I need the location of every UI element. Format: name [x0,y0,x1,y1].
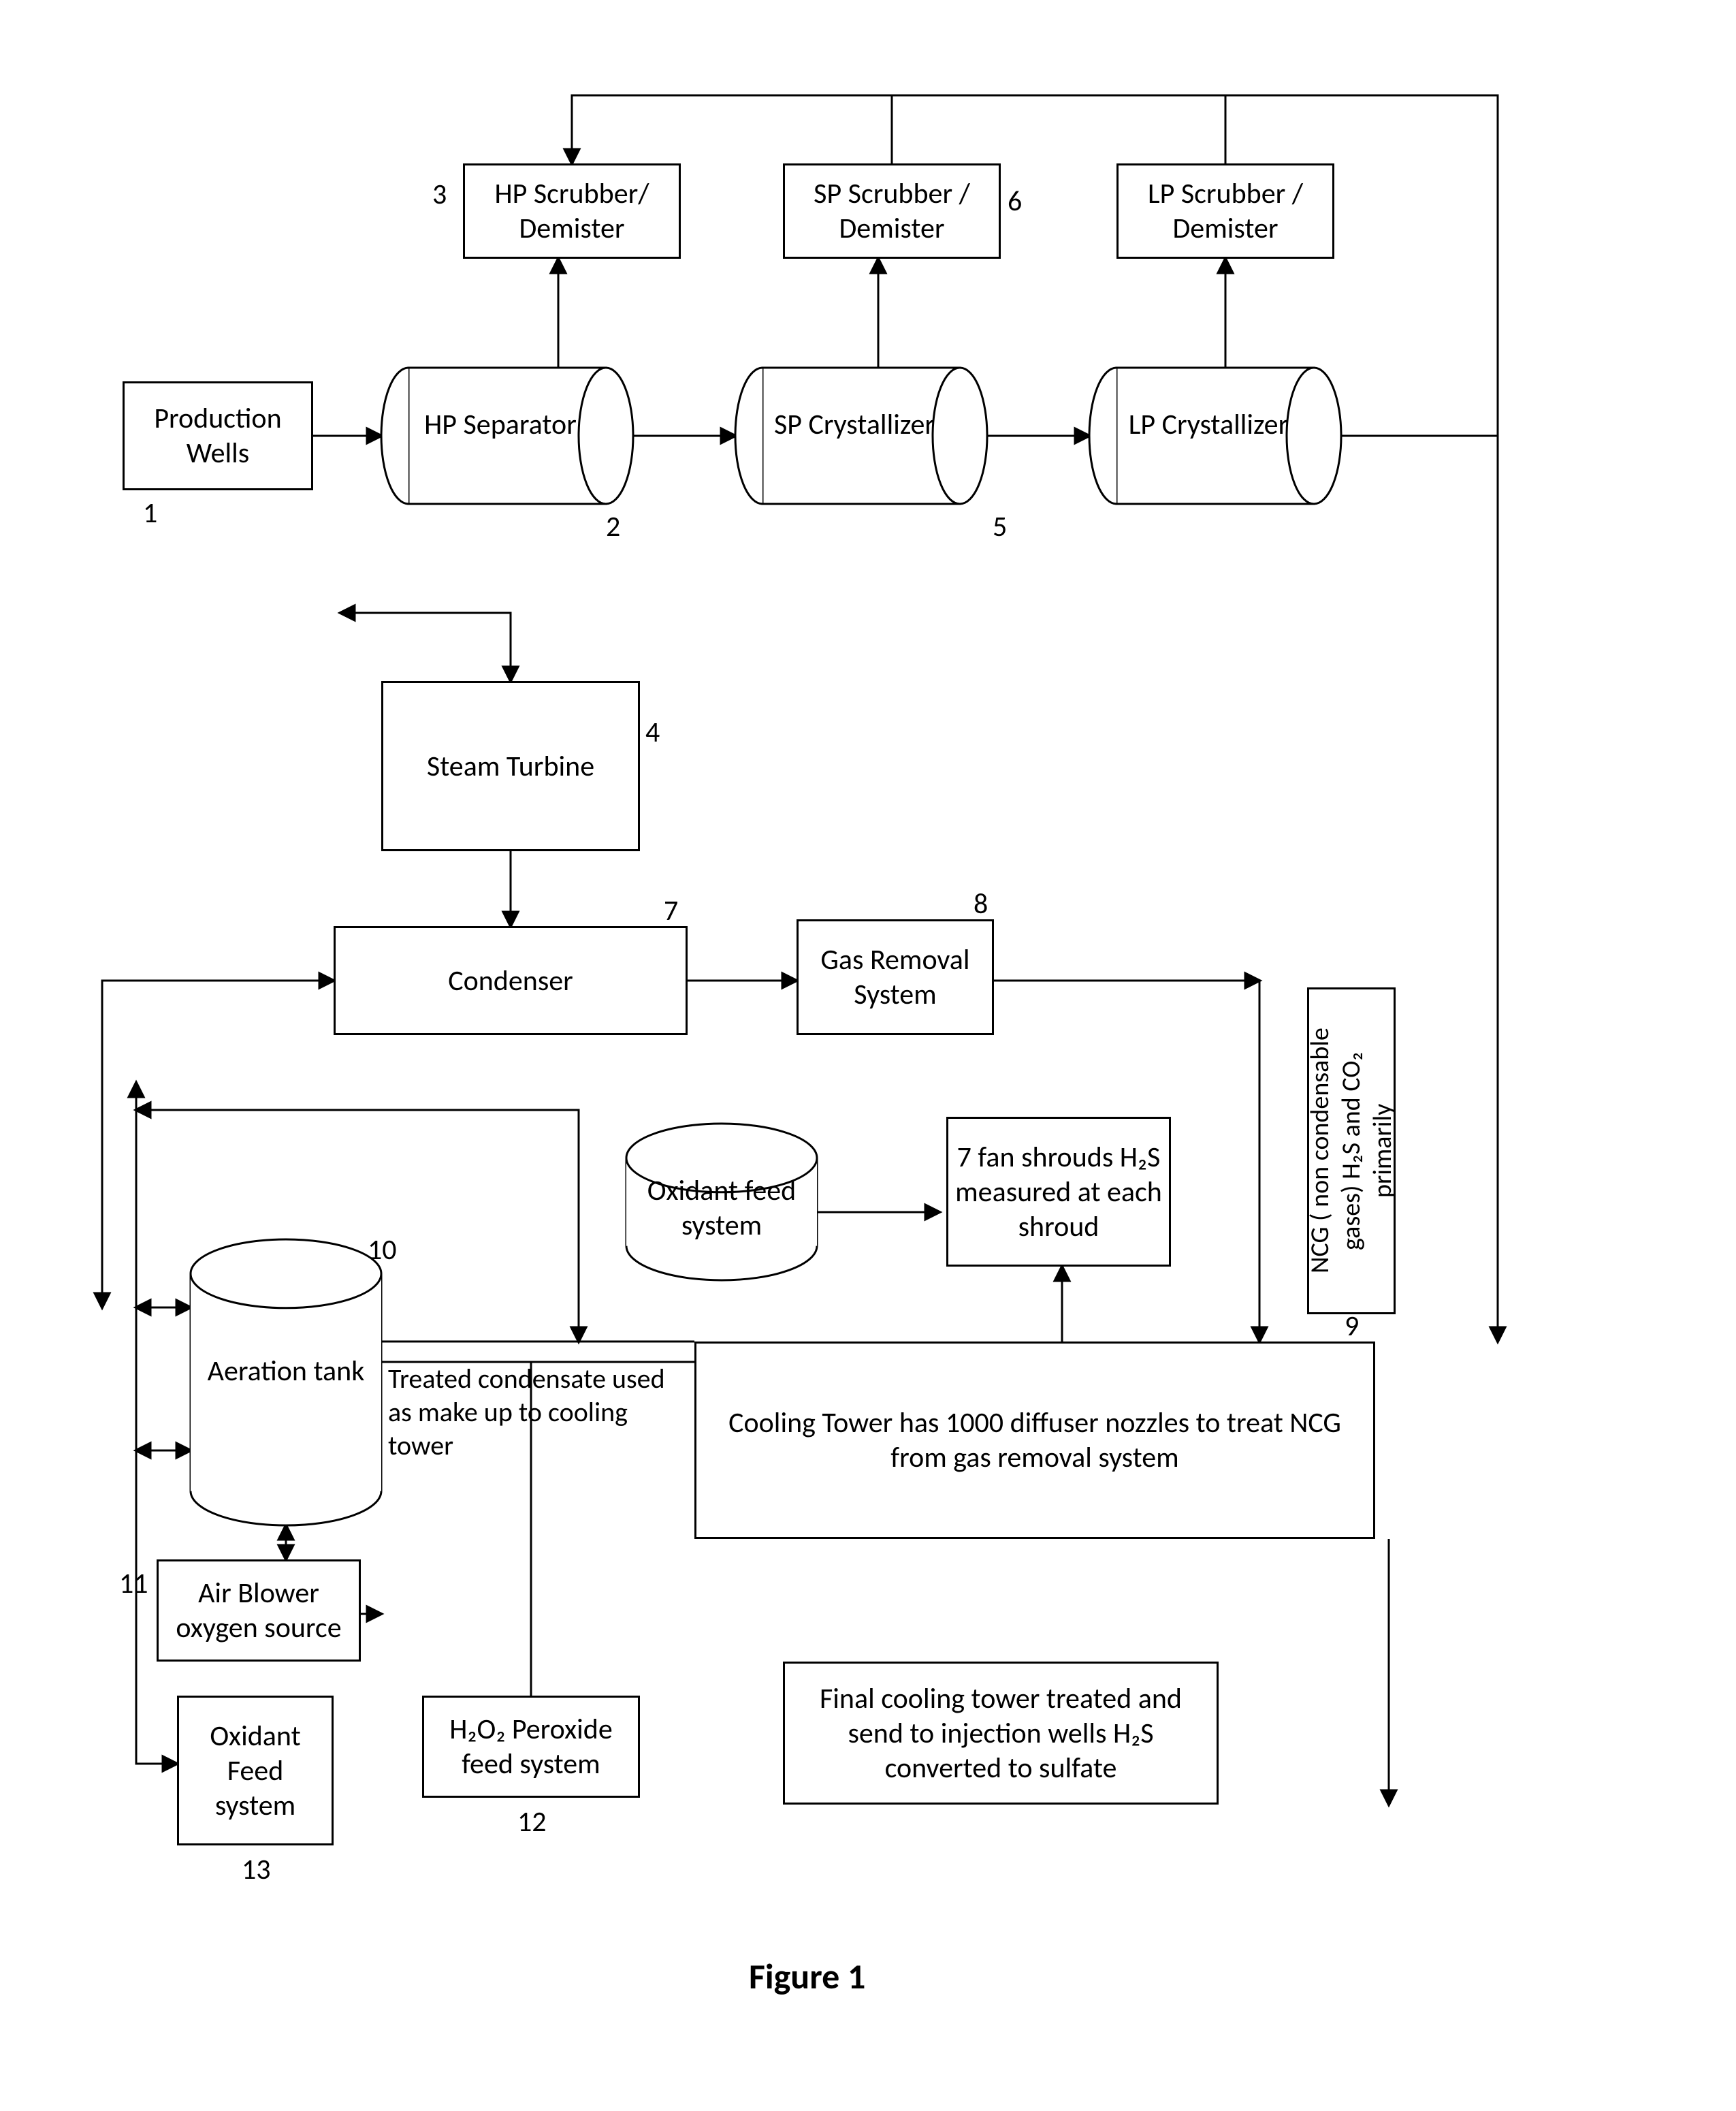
gas_removal-num: 8 [974,887,988,921]
gas_removal: Gas Removal System [797,919,994,1035]
steam_turbine-num: 4 [645,715,660,750]
sp_cry-label: SP Crystallizer [756,407,953,442]
aeration-label: Aeration tank [191,1354,381,1388]
lp_cry-label: LP Crystallizer [1110,407,1307,442]
sp_scrub: SP Scrubber / Demister [783,163,1001,259]
hp_sep-label: HP Separator [402,407,599,442]
air_blower-num: 11 [119,1566,148,1601]
oxidant_feed: Oxidant Feed system [177,1696,334,1845]
prod_wells: Production Wells [123,381,313,490]
oxidant_feed-num: 13 [242,1852,271,1887]
steam_turbine: Steam Turbine [381,681,640,851]
lp_scrub: LP Scrubber / Demister [1116,163,1334,259]
sp_scrub-num: 6 [1008,184,1022,219]
air_blower: Air Blower oxygen source [157,1559,361,1662]
condenser-num: 7 [664,893,678,928]
cooling_tower: Cooling Tower has 1000 diffuser nozzles … [694,1342,1375,1539]
figure-caption: Figure 1 [749,1954,865,1998]
fan_shrouds: 7 fan shrouds H₂S measured at each shrou… [946,1117,1171,1267]
prod_wells-num: 1 [143,496,157,530]
aeration-num: 10 [368,1233,397,1267]
diagram-canvas: Production Wells 1 HP Separator 2 SP Crystal… [0,0,1736,2111]
hp_scrub: HP Scrubber/ Demister [463,163,681,259]
hp_sep-num: 2 [606,509,620,544]
peroxide-num: 12 [517,1805,547,1839]
hp_scrub-num: 3 [432,177,447,212]
ncg_box: NCG ( non condensable gases) H₂S and CO₂… [1307,987,1396,1314]
oxidant_top-label: Oxidant feed system [626,1173,817,1243]
sp_cry-num: 5 [993,509,1007,544]
label-makeup: Treated condensate used as make up to co… [388,1362,681,1462]
final_note: Final cooling tower treated and send to … [783,1662,1219,1805]
peroxide: H₂O₂ Peroxide feed system [422,1696,640,1798]
condenser: Condenser [334,926,688,1035]
